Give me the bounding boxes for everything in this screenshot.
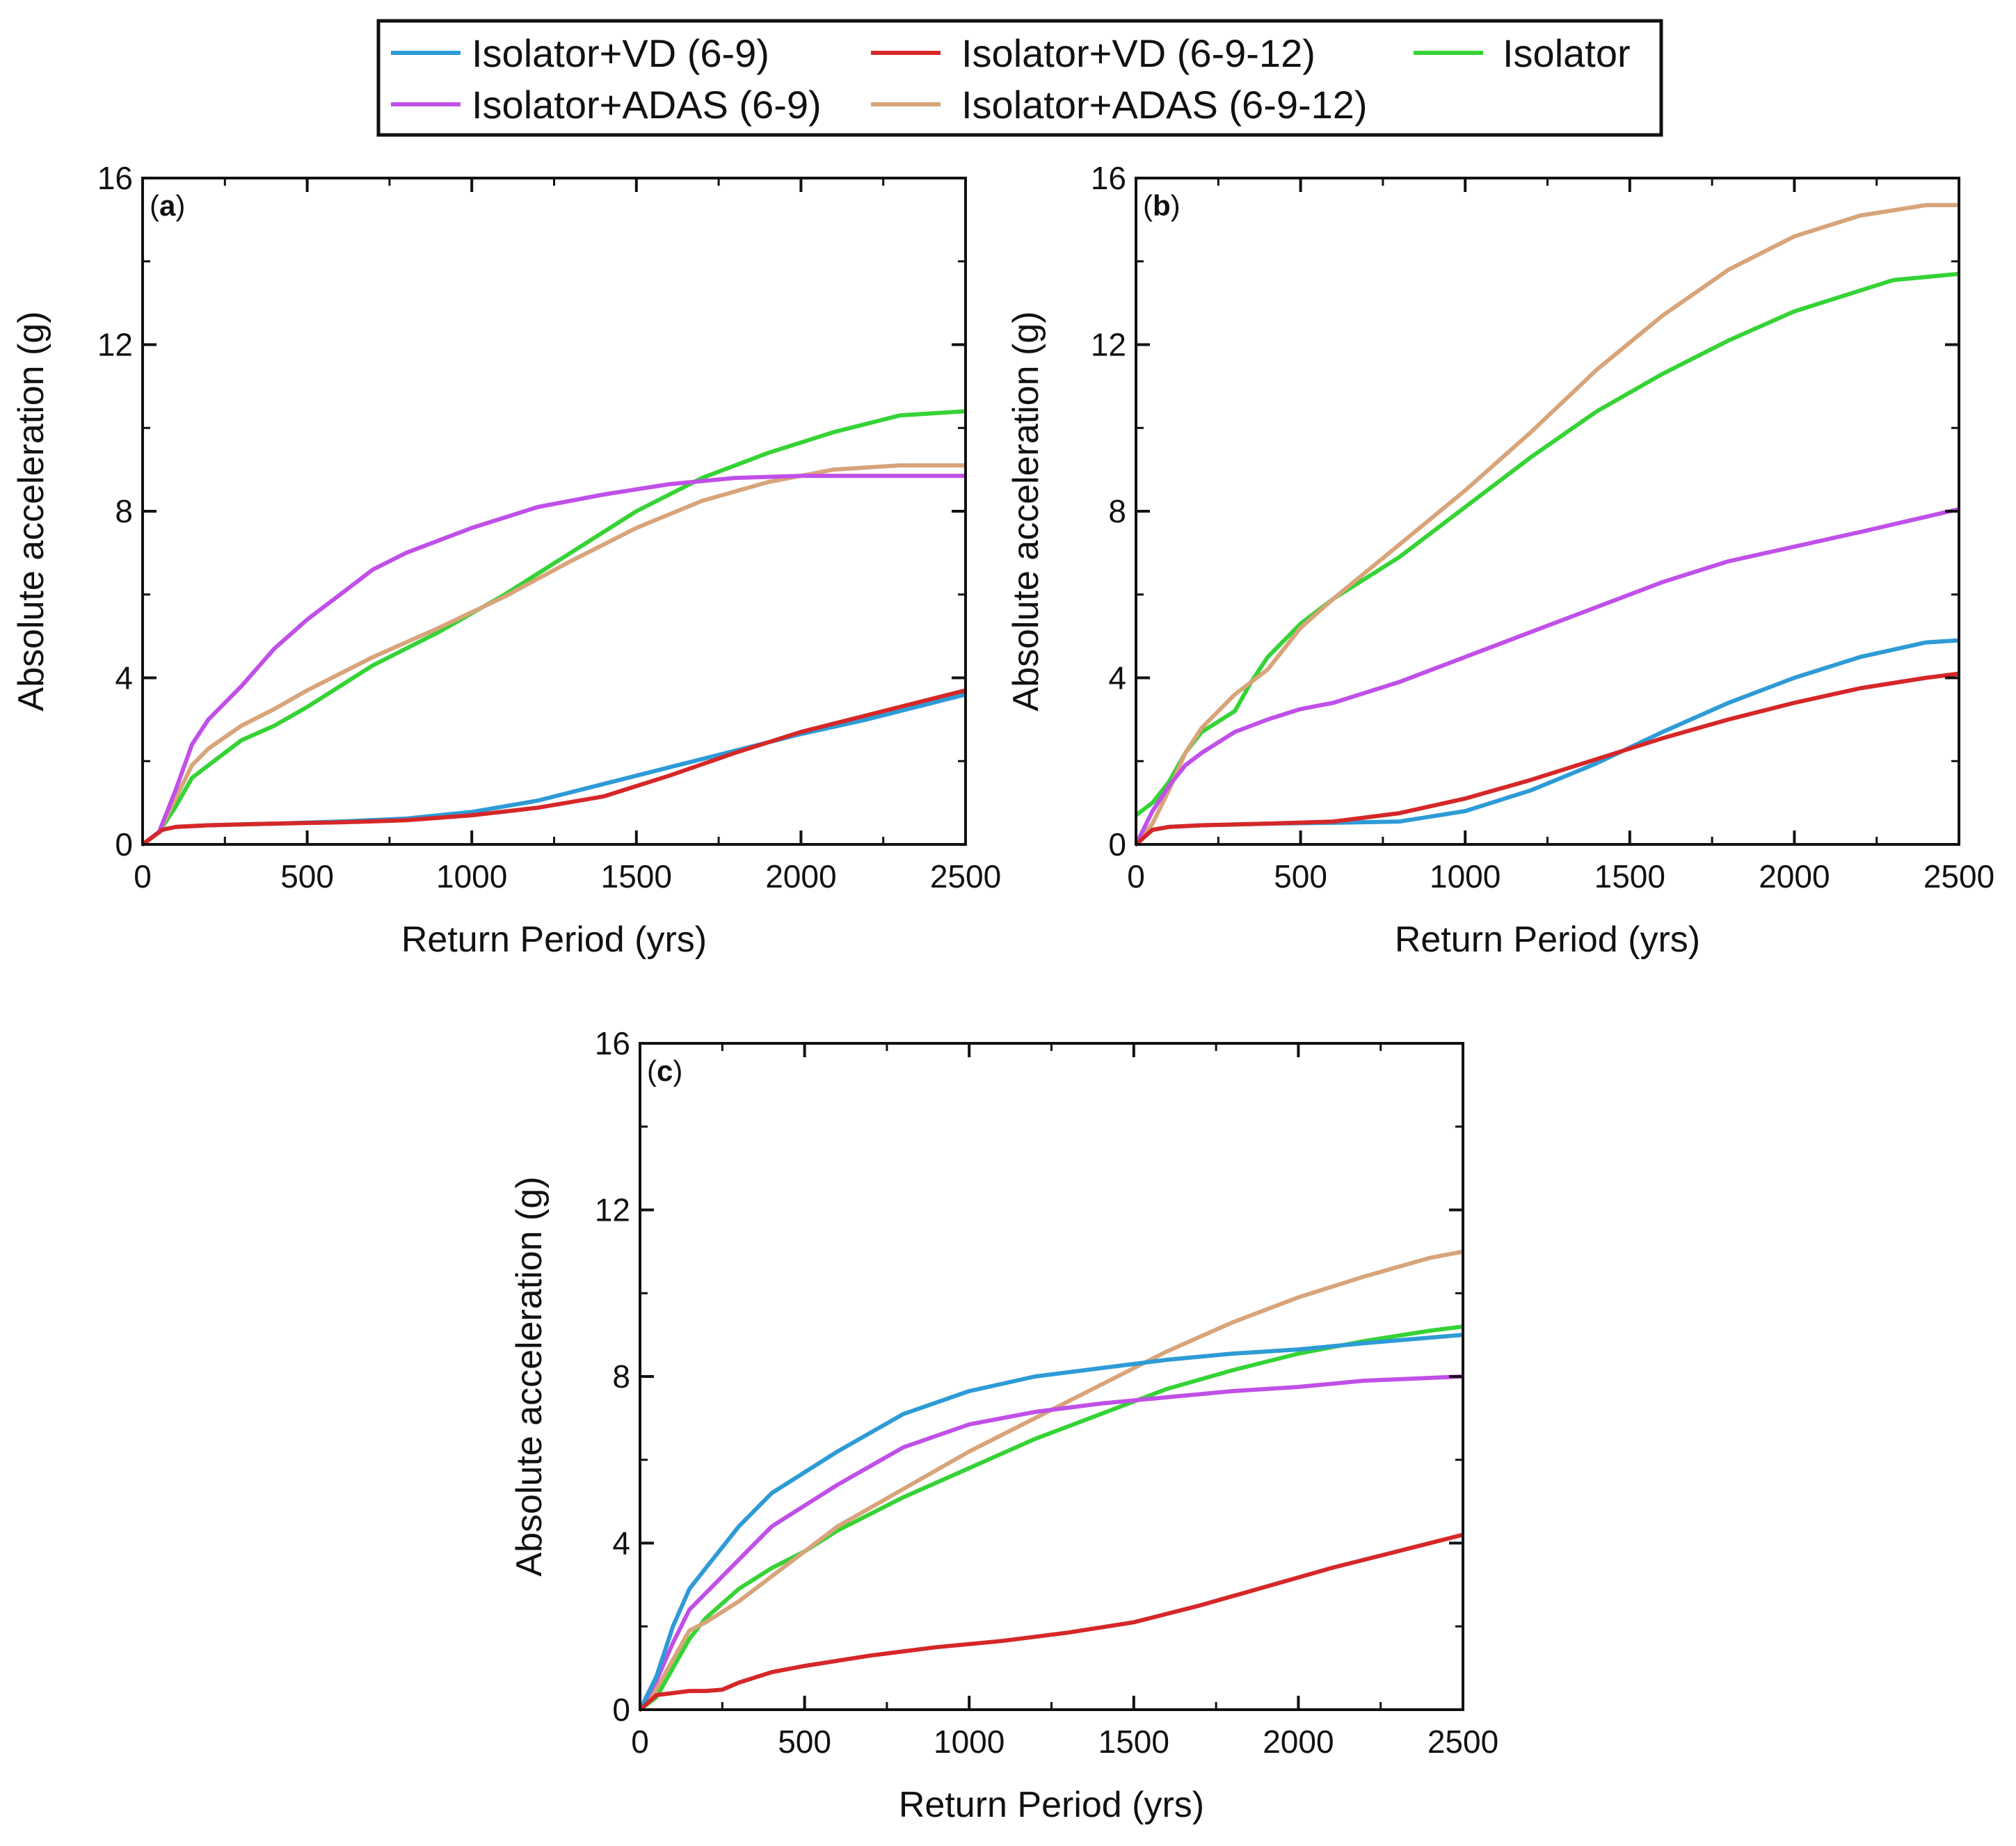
x-tick-label-a: 1500	[601, 858, 672, 894]
x-tick-label-c: 500	[778, 1724, 831, 1760]
y-axis-title-c: Absolute acceleration (g)	[509, 1176, 550, 1576]
y-tick-label-b: 12	[1091, 327, 1126, 363]
series-line-isolator-adas-6912-b	[1136, 202, 1959, 846]
y-tick-label-c: 4	[612, 1525, 630, 1562]
x-tick-label-c: 1500	[1098, 1724, 1169, 1760]
y-tick-label-c: 8	[612, 1358, 630, 1395]
y-tick-label-b: 16	[1091, 160, 1126, 196]
series-group-c	[640, 1249, 1463, 1712]
x-tick-label-c: 0	[631, 1724, 649, 1760]
panel-b: 0 500 1000 1500 2000 2500 0 4 8 12 16 Return Period…	[1006, 160, 1994, 960]
x-tick-label-b: 2500	[1923, 858, 1994, 894]
x-tick-label-a: 2000	[765, 858, 836, 894]
series-line-isolator-adas-69-b	[1136, 507, 1959, 846]
legend-frame	[376, 19, 1663, 137]
x-tick-label-b: 2000	[1759, 858, 1830, 894]
panel-a: 0 500 1000 1500 2000 2500 0 4 8 12 16 Return Period…	[11, 160, 1001, 960]
x-tick-label-b: 0	[1127, 858, 1145, 894]
legend-label-isolator-adas-69: Isolator+ADAS (6-9)	[472, 83, 822, 127]
y-tick-label-a: 0	[115, 826, 133, 862]
y-tick-label-a: 16	[97, 160, 133, 196]
y-tick-label-a: 12	[97, 327, 133, 363]
panels: 0 500 1000 1500 2000 2500 0 4 8 12 16 Return Period…	[11, 160, 1994, 1825]
series-line-isolator-a	[143, 409, 966, 846]
x-tick-label-b: 1000	[1430, 858, 1501, 894]
series-line-isolator-adas-69-a	[143, 474, 966, 846]
y-tick-label-c: 16	[595, 1025, 630, 1061]
y-tick-label-a: 8	[115, 493, 133, 529]
series-group-a	[143, 409, 966, 846]
x-tick-label-a: 1000	[436, 858, 507, 894]
legend-label-isolator: Isolator	[1503, 31, 1631, 75]
legend-label-isolator-vd-6912: Isolator+VD (6-9-12)	[961, 31, 1315, 75]
panel-c: 0 500 1000 1500 2000 2500 0 4 8 12 16 Return Period…	[509, 1025, 1498, 1825]
legend-label-isolator-adas-6912: Isolator+ADAS (6-9-12)	[961, 83, 1368, 127]
x-axis-title-c: Return Period (yrs)	[899, 1785, 1204, 1825]
x-tick-label-c: 2000	[1263, 1724, 1334, 1760]
series-line-isolator-adas-6912-a	[143, 463, 966, 846]
x-tick-label-a: 500	[280, 858, 334, 894]
legend-label-isolator-vd-69: Isolator+VD (6-9)	[472, 31, 769, 75]
x-tick-label-a: 0	[134, 858, 152, 894]
y-tick-label-b: 0	[1108, 826, 1126, 862]
series-line-isolator-adas-6912-c	[640, 1249, 1463, 1712]
panel-label-c: (c)	[647, 1054, 682, 1087]
series-line-isolator-vd-6912-b	[1136, 671, 1959, 846]
y-tick-label-a: 4	[115, 660, 133, 696]
series-line-isolator-b	[1136, 271, 1959, 818]
y-tick-label-b: 4	[1108, 660, 1126, 696]
y-tick-label-b: 8	[1108, 493, 1126, 529]
series-group-b	[1136, 202, 1959, 846]
x-tick-label-c: 2500	[1427, 1724, 1498, 1760]
x-tick-label-a: 2500	[930, 858, 1001, 894]
panel-label-b: (b)	[1143, 189, 1181, 222]
x-axis-title-a: Return Period (yrs)	[401, 920, 707, 960]
y-tick-label-c: 0	[612, 1692, 630, 1728]
y-axis-title-b: Absolute acceleration (g)	[1006, 311, 1046, 711]
plot-frame-a	[141, 177, 967, 846]
series-line-isolator-vd-69-c	[640, 1333, 1463, 1712]
plot-frame-b	[1135, 177, 1960, 846]
x-tick-label-b: 1500	[1594, 858, 1665, 894]
series-line-isolator-vd-6912-a	[143, 688, 966, 846]
x-tick-label-c: 1000	[934, 1724, 1005, 1760]
y-axis-title-a: Absolute acceleration (g)	[11, 311, 51, 711]
y-tick-label-c: 12	[595, 1192, 630, 1228]
panel-label-a: (a)	[150, 189, 185, 222]
series-line-isolator-adas-69-c	[640, 1374, 1463, 1712]
legend: Isolator+VD (6-9) Isolator+VD (6-9-12) I…	[376, 19, 1663, 137]
series-line-isolator-c	[640, 1324, 1463, 1712]
x-axis-title-b: Return Period (yrs)	[1395, 920, 1700, 960]
series-line-isolator-vd-6912-c	[640, 1532, 1463, 1712]
x-tick-label-b: 500	[1274, 858, 1327, 894]
